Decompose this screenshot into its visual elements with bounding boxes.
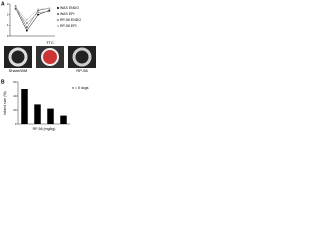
- image-label: RP-56: [76, 68, 88, 73]
- point: [25, 22, 28, 25]
- y-tick-label: 40: [13, 94, 17, 98]
- line: [15, 6, 50, 28]
- line: [15, 7, 50, 21]
- point: [48, 10, 51, 13]
- tissue-slice: [41, 48, 59, 66]
- point: [25, 26, 28, 29]
- y-tick-label: 20: [13, 108, 17, 112]
- legend-label: RP-56 ENDO: [60, 18, 81, 22]
- y-tick-label: 60: [13, 80, 17, 84]
- x-axis-label: RP-56 (mg/kg): [33, 127, 56, 131]
- bar: [60, 115, 67, 124]
- legend-label: RP-56 EPI: [60, 24, 77, 28]
- point: [25, 19, 28, 21]
- point: [37, 13, 40, 16]
- bar: [21, 89, 28, 124]
- figure: TTC Sham/WM RP-56 A 0 1 2 3 WAS ENDO WAS EPI RP…: [1, 1, 96, 131]
- annotation: n = 5 dogs: [72, 86, 89, 90]
- image-label: TTC: [46, 40, 54, 45]
- image-label: Sham/WM: [9, 68, 28, 73]
- y-tick-label: 2: [7, 12, 9, 16]
- y-tick-label: 1: [7, 23, 9, 27]
- point: [37, 8, 40, 11]
- line: [15, 9, 50, 24]
- tissue-ring: [8, 47, 28, 67]
- y-tick-label: 3: [7, 2, 9, 6]
- image-row: TTC Sham/WM RP-56: [4, 40, 96, 73]
- legend-marker: [57, 13, 59, 15]
- point: [14, 6, 17, 9]
- bar: [34, 104, 41, 124]
- y-axis-label: Infarct size (%): [3, 91, 7, 114]
- point: [48, 7, 51, 10]
- legend-label: WAS EPI: [60, 12, 74, 16]
- legend-label: WAS ENDO: [60, 6, 79, 10]
- panel-label: A: [1, 1, 5, 7]
- panel-label: B: [1, 79, 5, 85]
- y-tick-label: 0: [7, 34, 9, 38]
- point: [14, 8, 17, 11]
- point: [37, 11, 40, 14]
- legend-marker: [57, 7, 59, 9]
- legend-marker: [57, 25, 59, 27]
- tissue-ring: [72, 47, 92, 67]
- bar: [47, 108, 54, 124]
- legend-marker: [57, 19, 59, 21]
- y-tick-label: 0: [15, 122, 17, 126]
- line: [15, 8, 50, 32]
- point: [25, 29, 28, 32]
